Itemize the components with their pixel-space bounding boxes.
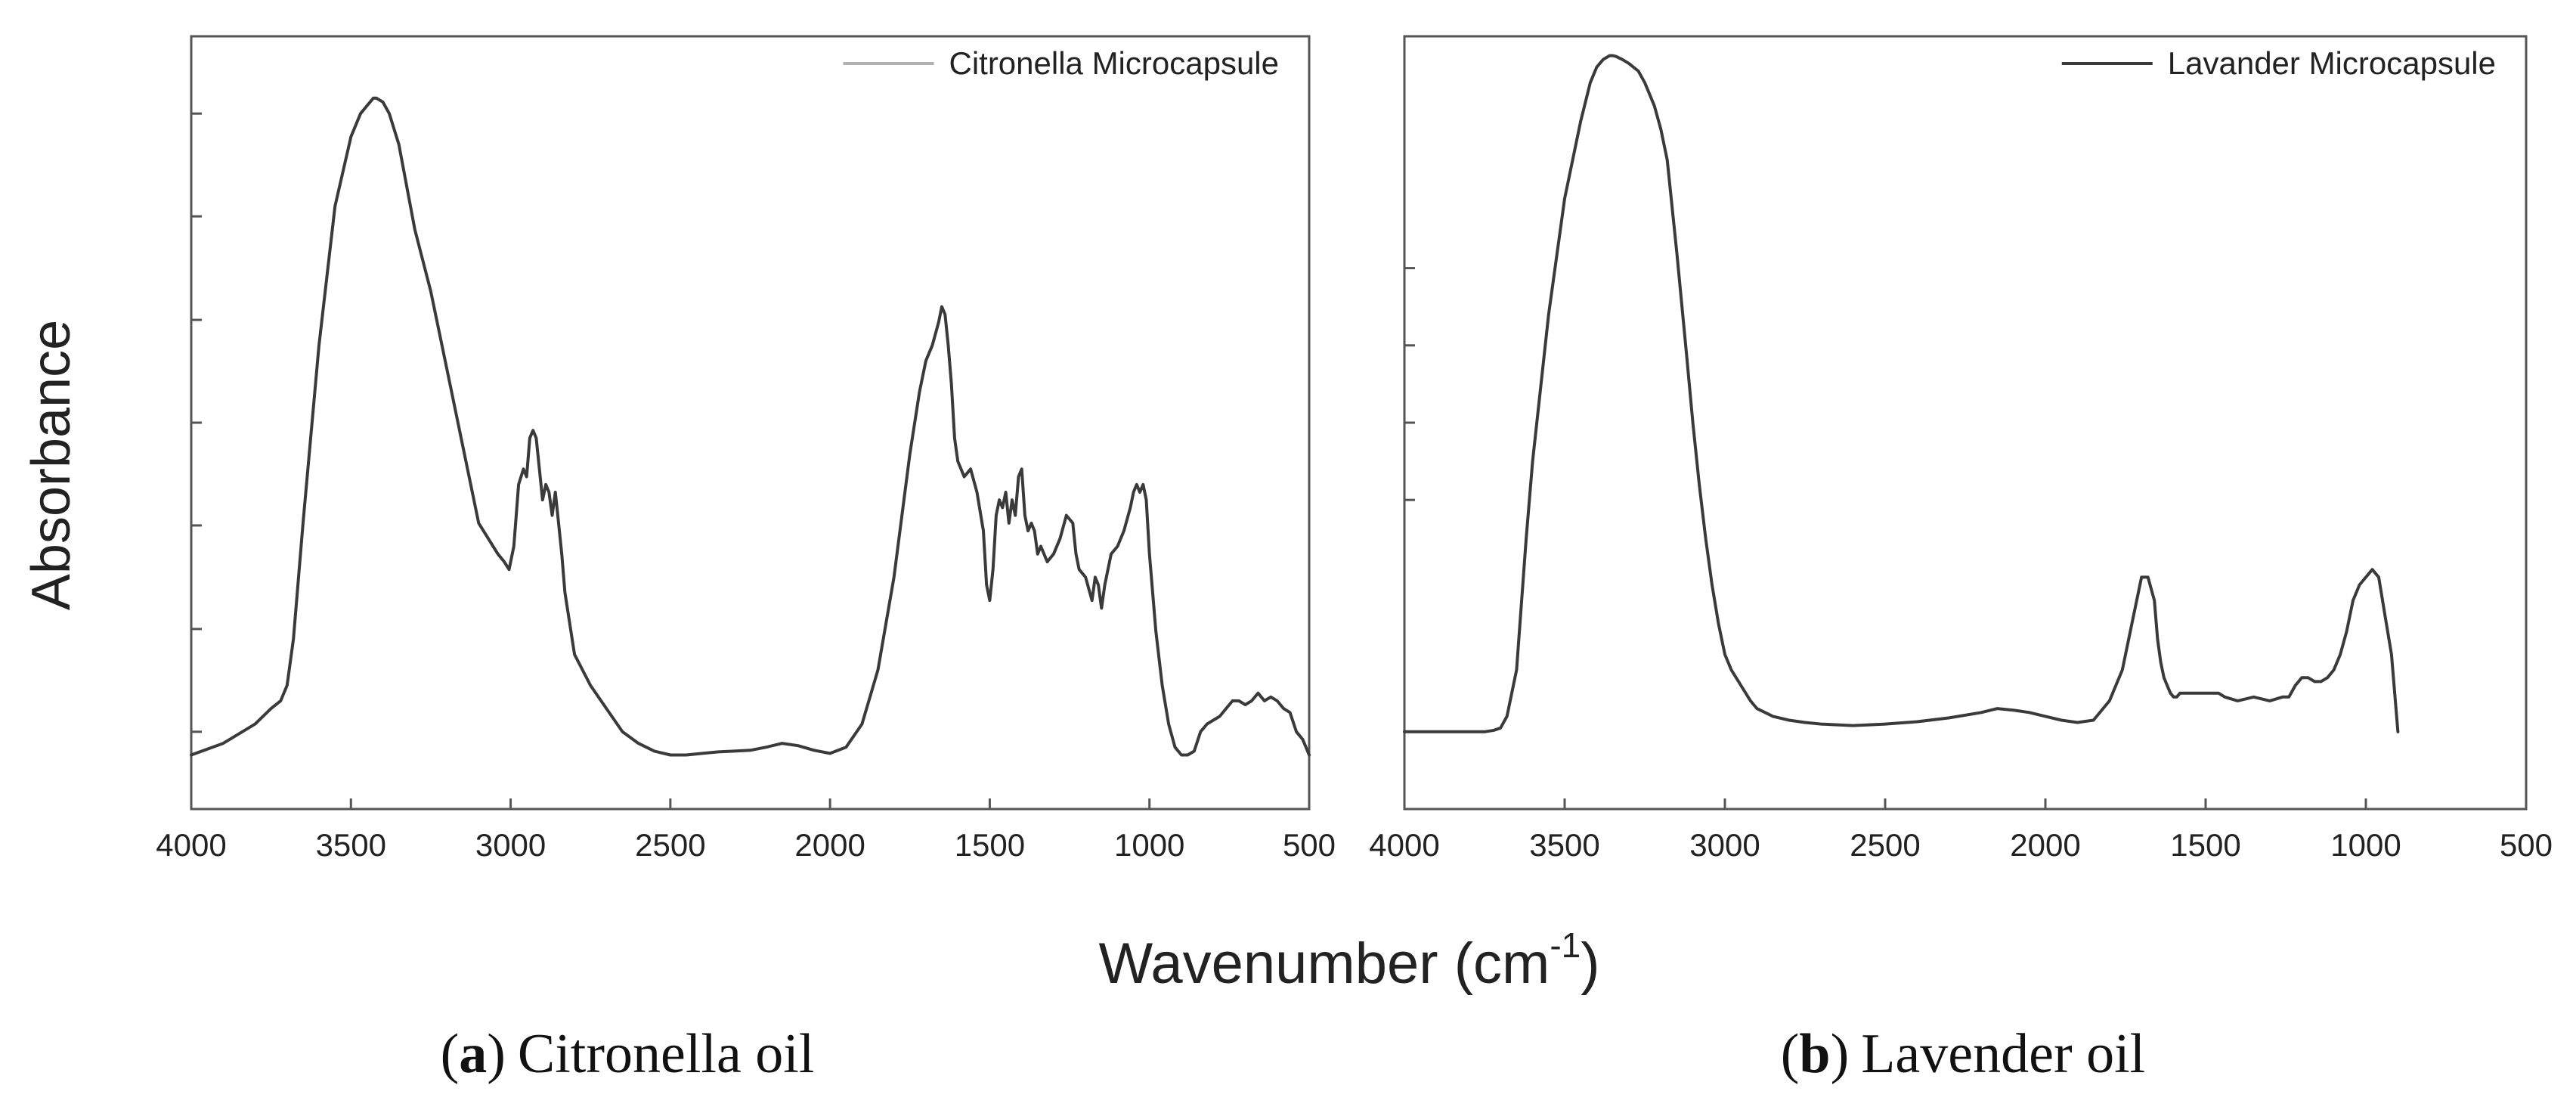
caption-b-text: Lavender oil <box>1861 1023 2145 1085</box>
x-tick-label-b: 4000 <box>1369 827 1439 863</box>
x-axis-label-main: Wavenumber (cm <box>1098 932 1550 996</box>
x-tick-label-b: 3500 <box>1529 827 1599 863</box>
caption-a-close: ) <box>487 1023 506 1085</box>
panel-b: 4000 3500 3000 2500 2000 1500 1000 500 Lavander … <box>1369 35 2553 863</box>
x-axis-label: Wavenumber (cm-1) <box>1098 925 1599 996</box>
plot-frame-a <box>190 35 1311 811</box>
x-tick-label-b: 3000 <box>1689 827 1760 863</box>
x-tick-label-a: 3000 <box>475 827 546 863</box>
x-tick-label-b: 1500 <box>2170 827 2240 863</box>
x-tick-label-a: 2500 <box>635 827 705 863</box>
legend-label-b: Lavander Microcapsule <box>2168 45 2496 81</box>
x-tick-label-b: 2500 <box>1850 827 1920 863</box>
series-line-a <box>190 96 1311 757</box>
x-tick-label-b: 2000 <box>2010 827 2080 863</box>
y-axis-label: Absorbance <box>21 320 82 610</box>
x-tick-label-a: 4000 <box>156 827 226 863</box>
plot-frame-b <box>1403 35 2528 811</box>
caption-b: (b) Lavender oil <box>1781 1023 2145 1085</box>
x-tick-label-a: 2000 <box>794 827 865 863</box>
caption-b-letter: b <box>1799 1023 1830 1085</box>
caption-b-close: ) <box>1831 1023 1850 1085</box>
series-line-b <box>1403 54 2400 733</box>
x-axis-label-superscript: -1 <box>1550 925 1581 965</box>
caption-b-open: ( <box>1781 1023 1800 1085</box>
caption-a: (a) Citronella oil <box>441 1023 815 1085</box>
caption-a-text: Citronella oil <box>518 1023 815 1085</box>
legend-label-a: Citronella Microcapsule <box>949 45 1279 81</box>
x-tick-label-b: 1000 <box>2330 827 2401 863</box>
caption-a-open: ( <box>441 1023 460 1085</box>
x-tick-label-b: 500 <box>2500 827 2553 863</box>
x-tick-label-a: 3500 <box>316 827 386 863</box>
panel-a: 4000 3500 3000 2500 2000 1500 1000 500 Citronell… <box>156 35 1336 863</box>
x-tick-label-a: 1500 <box>955 827 1025 863</box>
x-tick-label-a: 500 <box>1283 827 1336 863</box>
caption-a-letter: a <box>459 1023 487 1085</box>
x-tick-label-a: 1000 <box>1114 827 1184 863</box>
x-axis-label-close: ) <box>1581 932 1599 996</box>
